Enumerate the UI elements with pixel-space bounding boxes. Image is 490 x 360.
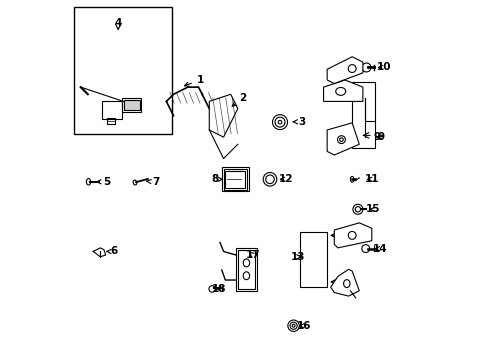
Bar	[123, 100, 140, 111]
Text: 3: 3	[293, 117, 306, 127]
FancyBboxPatch shape	[74, 7, 172, 134]
Text: 4: 4	[115, 18, 122, 28]
Text: 6: 6	[107, 247, 117, 256]
Text: 5: 5	[97, 177, 110, 187]
Text: 1: 1	[184, 75, 204, 86]
Polygon shape	[209, 94, 238, 137]
Bar	[238, 249, 255, 289]
Bar	[107, 118, 115, 123]
Bar	[122, 98, 142, 112]
Text: 9: 9	[373, 132, 382, 142]
Polygon shape	[323, 80, 363, 102]
Polygon shape	[327, 57, 363, 84]
Text: 18: 18	[212, 284, 226, 294]
Text: 17: 17	[245, 250, 260, 260]
Polygon shape	[327, 123, 359, 155]
Text: 11: 11	[365, 174, 380, 184]
Text: 16: 16	[296, 321, 311, 331]
Text: 13: 13	[291, 252, 305, 262]
Polygon shape	[331, 269, 359, 296]
Text: 15: 15	[366, 204, 380, 214]
Bar	[236, 248, 257, 291]
Text: 2: 2	[232, 93, 247, 106]
Text: 9: 9	[377, 132, 384, 142]
Text: 10: 10	[376, 63, 391, 72]
FancyBboxPatch shape	[352, 82, 375, 148]
Bar	[222, 167, 248, 192]
Text: 12: 12	[279, 174, 294, 184]
Text: 8: 8	[211, 174, 222, 184]
Text: 14: 14	[373, 244, 387, 253]
Bar	[102, 102, 122, 119]
Text: 7: 7	[147, 177, 160, 187]
Bar	[223, 169, 247, 190]
FancyBboxPatch shape	[300, 232, 327, 287]
Polygon shape	[334, 223, 372, 248]
Bar	[225, 171, 245, 188]
